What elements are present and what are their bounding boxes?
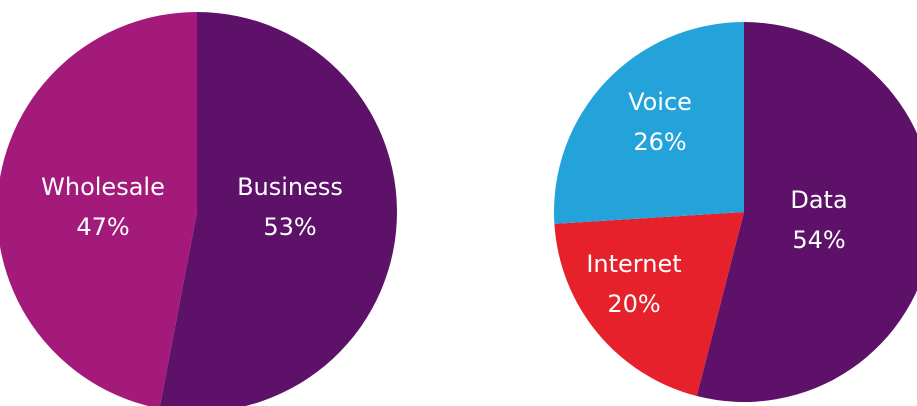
pie-chart-products: Data 54% Internet 20% Voice 26%	[554, 22, 917, 402]
slice-percent-wholesale: 47%	[76, 213, 129, 241]
pie-chart-segments: Business 53% Wholesale 47%	[0, 12, 397, 406]
slice-percent-internet: 20%	[607, 290, 660, 318]
slice-label-data: Data	[790, 186, 847, 214]
pie-slice-voice	[554, 22, 744, 224]
slice-label-wholesale: Wholesale	[41, 173, 165, 201]
slice-label-business: Business	[237, 173, 343, 201]
pie-slice-business	[159, 12, 397, 406]
slice-percent-business: 53%	[263, 213, 316, 241]
pie-slice-data	[696, 22, 917, 402]
slice-label-internet: Internet	[586, 250, 681, 278]
slice-percent-data: 54%	[792, 226, 845, 254]
slice-percent-voice: 26%	[633, 128, 686, 156]
slice-label-voice: Voice	[628, 88, 692, 116]
pie-slice-wholesale	[0, 12, 197, 406]
pie-slice-internet	[554, 212, 744, 397]
